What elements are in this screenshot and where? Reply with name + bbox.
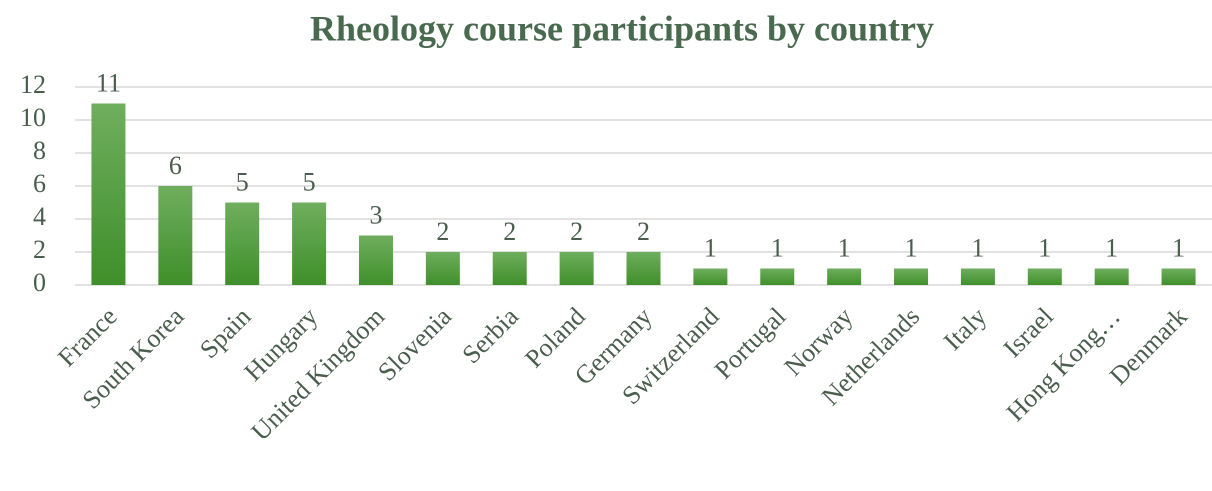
- bar: [492, 252, 527, 285]
- y-tick-label: 6: [33, 169, 46, 198]
- data-label: 2: [637, 217, 650, 246]
- x-tick-label: Serbia: [457, 301, 525, 369]
- bar: [693, 268, 728, 285]
- x-tick-label: Spain: [194, 302, 256, 364]
- bar: [827, 268, 862, 285]
- data-label: 5: [303, 167, 316, 196]
- y-tick-label: 12: [20, 70, 46, 99]
- data-label: 2: [570, 217, 583, 246]
- data-label: 2: [436, 217, 449, 246]
- y-tick-label: 8: [33, 136, 46, 165]
- chart-title: Rheology course participants by country: [310, 8, 934, 48]
- x-tick-label: Slovenia: [372, 301, 457, 386]
- data-label: 1: [771, 233, 784, 262]
- bar: [225, 202, 260, 285]
- data-label: 1: [704, 233, 717, 262]
- bar: [626, 252, 661, 285]
- bar: [1094, 268, 1129, 285]
- x-tick-label: Israel: [998, 302, 1059, 363]
- bar: [960, 268, 995, 285]
- x-tick-label: Italy: [938, 302, 992, 356]
- x-tick-label: Portugal: [709, 302, 792, 385]
- data-label: 1: [1038, 233, 1051, 262]
- bar: [425, 252, 460, 285]
- bar: [760, 268, 795, 285]
- bar: [894, 268, 929, 285]
- y-tick-label: 0: [33, 268, 46, 297]
- y-tick-label: 2: [33, 235, 46, 264]
- data-label: 1: [905, 233, 918, 262]
- bar: [158, 186, 193, 285]
- bar: [1027, 268, 1062, 285]
- data-label: 1: [1172, 233, 1185, 262]
- data-label: 2: [503, 217, 516, 246]
- bar: [1161, 268, 1196, 285]
- data-label: 6: [169, 151, 182, 180]
- data-label: 1: [838, 233, 851, 262]
- bar: [91, 103, 126, 285]
- y-tick-label: 4: [33, 202, 46, 231]
- data-label: 5: [236, 167, 249, 196]
- bar: [559, 252, 594, 285]
- data-label: 11: [96, 68, 121, 97]
- data-label: 1: [971, 233, 984, 262]
- bar: [358, 235, 393, 285]
- data-label: 3: [369, 200, 382, 229]
- y-tick-label: 10: [20, 103, 46, 132]
- bar: [292, 202, 327, 285]
- data-label: 1: [1105, 233, 1118, 262]
